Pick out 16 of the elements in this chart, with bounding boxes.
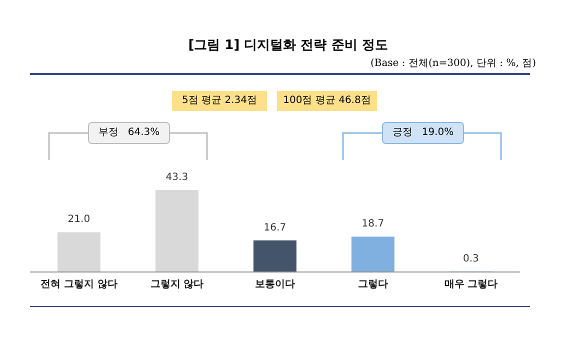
chart-subtitle: (Base : 전체(n=300), 단위 : %, 점) [370,57,536,70]
data-label: 16.7 [264,222,286,234]
data-label: 18.7 [362,218,384,230]
x-tick-label: 그렇지 않다 [150,279,204,290]
data-label: 43.3 [166,172,188,183]
text: 부정 64.3% [88,122,170,144]
chart-title: [그림 1] 디지털화 전략 준비 정도 [187,37,389,54]
text: 긍정 19.0% [382,122,464,144]
text: 100점 평균 46.8점 [277,91,377,111]
data-label: 21.0 [68,214,90,226]
x-tick-label: 그렇다 [358,279,388,290]
x-tick-label: 보통이다 [255,279,295,290]
x-tick-label: 전혀 그렇지 않다 [40,279,118,290]
text: 5점 평균 2.34점 [172,91,267,111]
data-label: 0.3 [462,253,479,264]
x-tick-label: 매우 그렇다 [444,279,498,290]
